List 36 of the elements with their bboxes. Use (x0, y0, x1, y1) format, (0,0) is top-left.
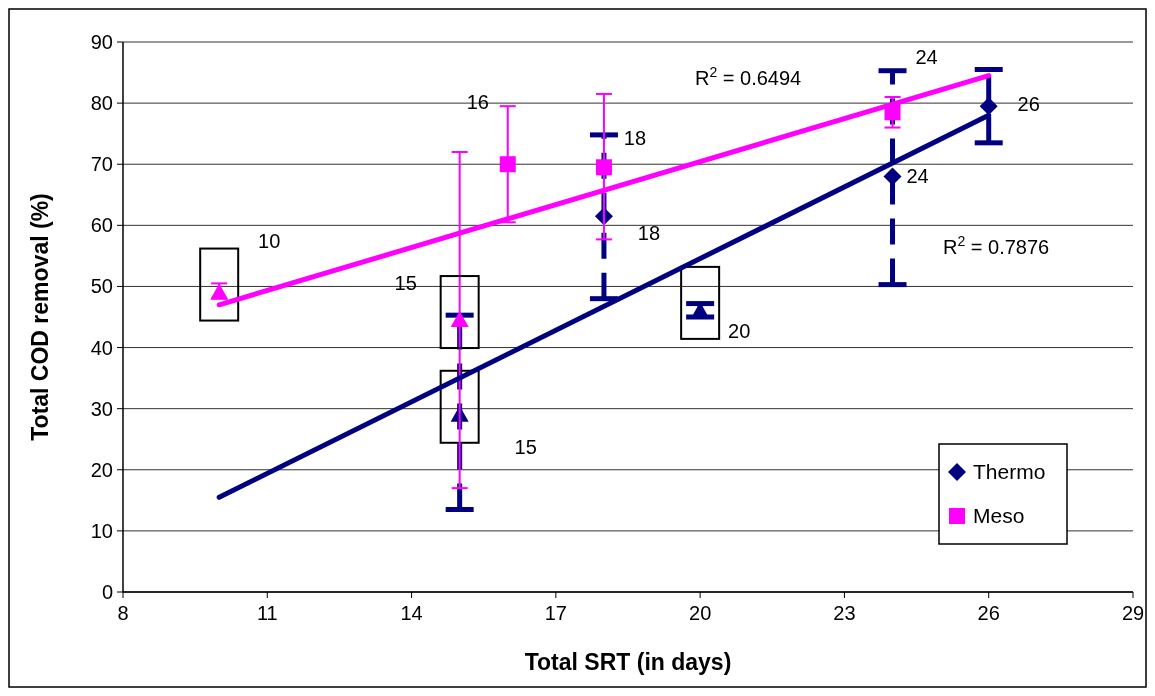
annotation: 18 (637, 222, 661, 245)
y-tick-label: 60 (90, 214, 113, 237)
y-tick-label: 50 (90, 275, 113, 298)
x-tick-label: 11 (256, 602, 278, 624)
annotation: 24 (915, 46, 938, 69)
annotation: R$^{2}$ = 0.6494 (695, 64, 802, 89)
point (979, 97, 998, 116)
point (499, 156, 516, 173)
y-tick-label: 90 (90, 31, 113, 53)
x-tick-label: 14 (400, 602, 423, 624)
annotation: 16 (466, 91, 489, 114)
y-tick-label: 20 (90, 458, 113, 481)
y-axis-title: Total COD removal (%) (27, 193, 53, 441)
annotation: 24 (906, 165, 929, 188)
y-tick-label: 10 (90, 519, 113, 542)
annotation: 26 (1017, 93, 1040, 116)
annotation: 10 (258, 229, 281, 252)
legend-label: Meso (973, 504, 1025, 528)
legend-label: Thermo (973, 460, 1046, 484)
y-tick-label: 30 (90, 397, 113, 420)
point (595, 159, 612, 176)
x-tick-label: 23 (833, 602, 856, 624)
x-tick-label: 26 (977, 602, 1000, 624)
y-tick-label: 80 (90, 92, 113, 115)
x-tick-label: 8 (117, 602, 129, 624)
x-tick-label: 29 (1121, 602, 1145, 624)
x-axis-title: Total SRT (in days) (524, 649, 732, 675)
y-tick-label: 0 (101, 581, 113, 603)
annotation: 15 (514, 435, 537, 458)
x-tick-label: 20 (689, 602, 712, 624)
annotation: R$^{2}$ = 0.7876 (943, 233, 1050, 258)
y-tick-label: 40 (90, 336, 113, 359)
annotation: 18 (623, 127, 647, 150)
y-tick-label: 70 (90, 153, 113, 176)
annotation: 20 (728, 319, 751, 342)
x-tick-label: 17 (544, 602, 567, 624)
